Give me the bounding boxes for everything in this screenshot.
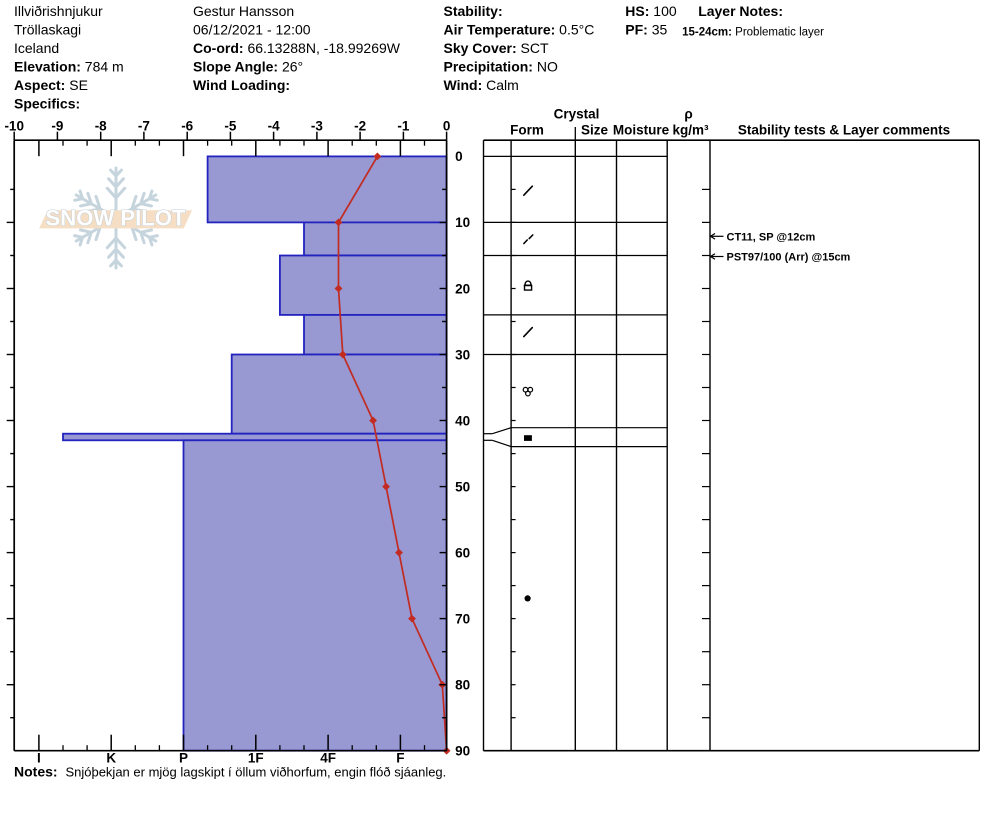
svg-text:Iceland: Iceland: [14, 40, 59, 56]
svg-text:40: 40: [455, 413, 470, 428]
svg-text:Stability:: Stability:: [444, 3, 503, 19]
svg-text:20: 20: [455, 281, 470, 296]
svg-text:-3: -3: [311, 119, 323, 134]
svg-text:Wind: Calm: Wind: Calm: [444, 77, 519, 93]
svg-text:0: 0: [443, 119, 451, 134]
svg-text:Co-ord: 66.13288N, -18.99269W: Co-ord: 66.13288N, -18.99269W: [193, 40, 401, 56]
svg-text:-10: -10: [4, 119, 24, 134]
svg-text:Specifics:: Specifics:: [14, 96, 80, 112]
svg-text:Tröllaskagi: Tröllaskagi: [14, 22, 81, 38]
svg-text:-2: -2: [354, 119, 366, 134]
svg-text:Air Temperature: 0.5°C: Air Temperature: 0.5°C: [444, 22, 595, 38]
svg-text:PST97/100 (Arr) @15cm: PST97/100 (Arr) @15cm: [727, 252, 851, 264]
svg-text:-5: -5: [224, 119, 236, 134]
svg-text:PF: 35: PF: 35: [625, 22, 667, 38]
svg-text:Sky Cover: SCT: Sky Cover: SCT: [444, 40, 549, 56]
svg-text:Size: Size: [581, 123, 609, 138]
svg-text:SNOW PILOT: SNOW PILOT: [46, 206, 187, 231]
svg-text:50: 50: [455, 479, 470, 494]
svg-text:Illviðrishnjukur: Illviðrishnjukur: [14, 3, 103, 19]
svg-text:Aspect: SE: Aspect: SE: [14, 77, 88, 93]
svg-text:06/12/2021 - 12:00: 06/12/2021 - 12:00: [193, 22, 311, 38]
svg-text:1F: 1F: [248, 751, 264, 766]
svg-text:kg/m³: kg/m³: [672, 123, 709, 138]
svg-text:80: 80: [455, 678, 470, 693]
svg-text:Notes: Snjóþekjan er mjög lags: Notes: Snjóþekjan er mjög lagskipt í öll…: [14, 764, 446, 780]
svg-text:Wind Loading:: Wind Loading:: [193, 77, 290, 93]
svg-text:Moisture: Moisture: [613, 123, 670, 138]
svg-text:-6: -6: [181, 119, 193, 134]
svg-text:15-24cm: Problematic layer: 15-24cm: Problematic layer: [682, 27, 824, 39]
svg-text:60: 60: [455, 545, 470, 560]
svg-text:Slope Angle: 26°: Slope Angle: 26°: [193, 59, 303, 75]
svg-text:Form: Form: [510, 123, 544, 138]
svg-text:F: F: [396, 751, 404, 766]
svg-text:0: 0: [455, 149, 463, 164]
svg-text:10: 10: [455, 215, 470, 230]
svg-text:CT11, SP @12cm: CT11, SP @12cm: [727, 231, 816, 243]
svg-text:Elevation: 784 m: Elevation: 784 m: [14, 59, 124, 75]
svg-text:HS: 100: HS: 100: [625, 3, 677, 19]
svg-text:-8: -8: [95, 119, 107, 134]
svg-text:70: 70: [455, 611, 470, 626]
svg-text:P: P: [179, 751, 188, 766]
svg-text:Gestur Hansson: Gestur Hansson: [193, 3, 294, 19]
svg-text:30: 30: [455, 347, 470, 362]
svg-text:Crystal: Crystal: [554, 107, 600, 122]
svg-text:K: K: [106, 751, 116, 766]
svg-text:-1: -1: [397, 119, 409, 134]
svg-text:-9: -9: [51, 119, 63, 134]
svg-text:Precipitation: NO: Precipitation: NO: [444, 59, 558, 75]
svg-text:ρ: ρ: [684, 107, 692, 122]
svg-text:-7: -7: [138, 119, 150, 134]
svg-text:-4: -4: [268, 119, 280, 134]
svg-text:Stability tests & Layer commen: Stability tests & Layer comments: [738, 123, 950, 138]
svg-text:I: I: [37, 751, 41, 766]
svg-text:90: 90: [455, 744, 470, 759]
svg-text:Layer Notes:: Layer Notes:: [698, 3, 783, 19]
svg-text:4F: 4F: [320, 751, 336, 766]
